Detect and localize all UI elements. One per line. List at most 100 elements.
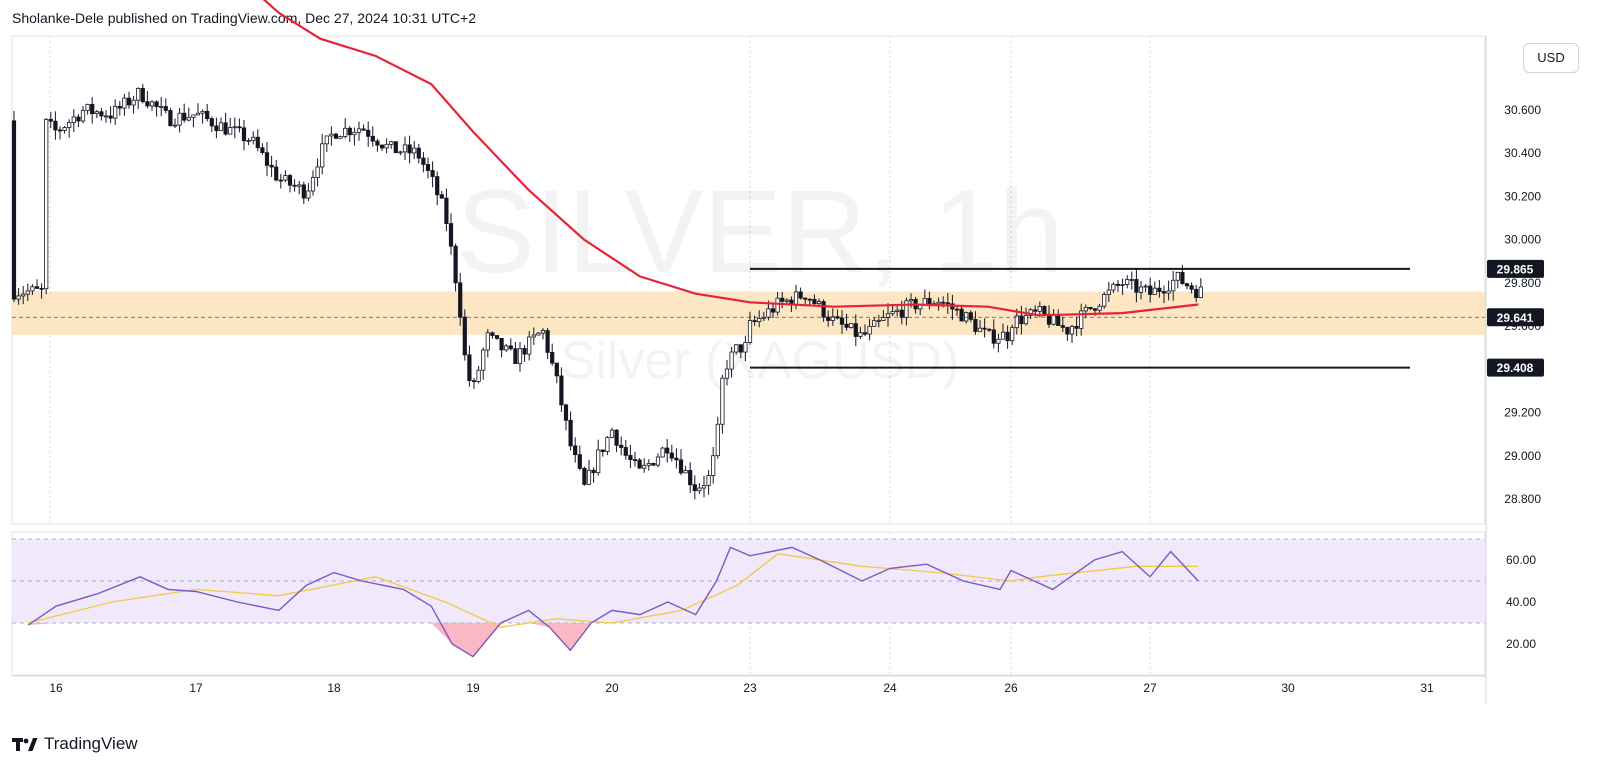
candle-up [996,338,1001,344]
candle-up [1143,285,1148,288]
candle-down [1184,283,1190,287]
candle-down [839,317,845,325]
currency-button[interactable]: USD [1523,43,1579,73]
level-label: 29.865 [1497,262,1534,276]
candle-down [471,380,477,383]
candle-down [941,301,946,304]
level-label: 29.641 [1497,311,1534,325]
candle-down [568,419,573,447]
candle-down [959,308,964,322]
candle-down [1180,271,1185,285]
candle-up [904,300,909,318]
tradingview-logo[interactable]: TradingView [12,732,138,756]
candle-up [1037,306,1042,312]
candle-down [987,328,992,331]
tradingview-brand: TradingView [44,734,138,753]
candle-down [453,245,458,284]
candle-up [485,332,490,351]
time-tick-label: 26 [1004,681,1018,695]
level-label-bg [1487,308,1544,327]
candle-down [209,118,214,127]
candle-up [830,316,835,321]
candle-up [1175,271,1180,281]
candle-up [172,124,178,127]
candle-up [683,470,688,474]
price-tick-label: 29.800 [1504,276,1541,290]
candle-down [333,133,339,139]
candle-up [775,297,780,313]
price-tick-label: 28.800 [1504,492,1541,506]
candle-up [412,147,417,154]
rsi-oversold-fill [431,623,453,644]
candle-up [711,455,716,476]
watermark-symbol: SILVER, 1h [456,166,1064,298]
candle-up [384,143,389,149]
candle-up [605,437,610,452]
candle-down [48,118,53,122]
candle-up [881,317,886,321]
level-lines: 29.865 29.641 29.408 [12,259,1544,377]
axes: 30.600 30.400 30.200 30.000 29.800 29.600 29.2… [12,36,1541,703]
candle-up [1083,306,1088,312]
candle-down [619,444,624,448]
candle-down [1019,315,1024,325]
candle-up [586,469,592,485]
candle-up [596,449,601,474]
candle-down [770,308,776,313]
candle-up [356,128,362,133]
candle-down [582,467,587,485]
candle-down [430,170,435,177]
time-tick-label: 20 [605,681,619,695]
candle-down [255,136,260,149]
candle-down [545,330,550,353]
candle-down [614,429,619,446]
candle-down [692,484,697,492]
candle-up [1010,327,1015,342]
candle-up [964,312,969,322]
candle-down [499,338,504,351]
candle-up [743,342,748,353]
candle-down [844,323,849,328]
tradingview-logo-icon [12,738,38,751]
candle-up [30,286,35,292]
candle-down [862,332,868,335]
candle-down [126,97,132,106]
candle-up [872,320,877,327]
candle-down [34,286,40,289]
candle-down [416,147,421,159]
candle-up [890,311,895,315]
candle-up [251,136,256,141]
candle-down [347,127,352,136]
candle-up [232,126,237,129]
candle-up [504,345,509,351]
candle-up [922,298,927,305]
candle-up [655,456,661,466]
candle-down [241,127,247,142]
candle-up [867,325,872,335]
candle-down [292,184,297,187]
candle-down [968,312,973,320]
candle-down [435,176,440,196]
price-tick-label: 29.600 [1504,319,1541,333]
candle-down [278,179,283,182]
candle-up [389,141,394,145]
candle-up [849,323,854,328]
candle-down [1033,309,1038,312]
candle-up [1152,287,1157,295]
candle-down [738,344,743,353]
candle-up [398,151,403,154]
candle-down [563,404,569,421]
candle-up [646,462,651,466]
candle-up [527,336,532,355]
candle-down [163,106,168,111]
candle-down [559,375,564,406]
rsi-oversold-fill [28,623,56,626]
candle-down [513,348,518,365]
candle-down [117,105,122,109]
candle-up [706,475,711,486]
candle-down [821,301,826,318]
candle-up [729,351,734,370]
candle-up [481,349,486,371]
candle-up [858,332,863,337]
candle-down [407,144,412,154]
